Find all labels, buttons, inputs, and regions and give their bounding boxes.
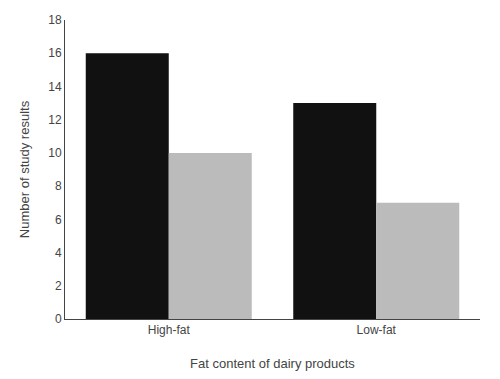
- svg-text:10: 10: [48, 146, 62, 160]
- svg-text:Number of study results: Number of study results: [17, 100, 32, 238]
- svg-text:12: 12: [48, 113, 62, 127]
- svg-text:8: 8: [55, 179, 62, 193]
- svg-text:14: 14: [48, 80, 62, 94]
- svg-text:2: 2: [55, 279, 62, 293]
- svg-text:High-fat: High-fat: [148, 323, 191, 337]
- svg-text:4: 4: [55, 246, 62, 260]
- svg-text:0: 0: [55, 312, 62, 326]
- svg-text:6: 6: [55, 213, 62, 227]
- svg-text:Fat content of dairy products: Fat content of dairy products: [190, 356, 355, 371]
- svg-text:Low-fat: Low-fat: [357, 323, 397, 337]
- svg-text:18: 18: [48, 13, 62, 27]
- svg-text:16: 16: [48, 46, 62, 60]
